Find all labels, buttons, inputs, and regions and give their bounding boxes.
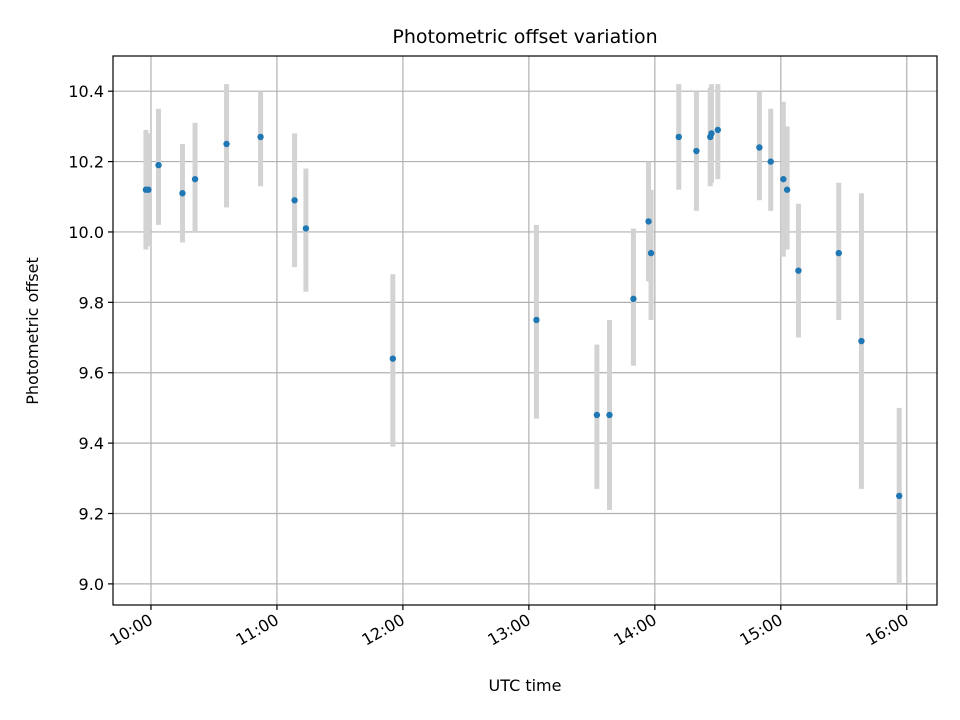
data-point <box>533 316 540 324</box>
data-point <box>647 249 655 257</box>
data-point <box>302 225 310 232</box>
y-tick-label: 9.4 <box>79 434 104 453</box>
data-point <box>223 140 230 148</box>
data-point <box>675 133 682 141</box>
data-point <box>606 411 613 419</box>
y-tick-label: 10.0 <box>68 223 104 242</box>
x-axis-label: UTC time <box>489 676 562 695</box>
y-tick-label: 10.2 <box>68 153 104 172</box>
data-point <box>155 161 162 169</box>
data-point <box>257 133 264 141</box>
data-point <box>714 126 722 134</box>
data-point <box>708 130 715 137</box>
data-point <box>179 190 186 197</box>
data-point <box>835 249 842 257</box>
y-tick-label: 9.0 <box>79 575 104 594</box>
data-point <box>780 175 787 183</box>
data-point <box>795 267 802 274</box>
data-point <box>783 186 791 193</box>
data-point <box>896 492 903 500</box>
data-point <box>389 355 397 362</box>
data-point <box>291 197 298 204</box>
data-point <box>645 218 652 225</box>
data-point <box>858 337 865 345</box>
data-point <box>145 186 152 193</box>
y-tick-label: 10.4 <box>68 82 104 101</box>
data-point <box>191 175 199 183</box>
y-tick-label: 9.6 <box>79 364 104 383</box>
data-markers <box>142 126 903 500</box>
y-tick-label: 9.8 <box>79 293 104 312</box>
data-point <box>630 295 637 303</box>
chart-title: Photometric offset variation <box>392 26 657 48</box>
data-point <box>593 411 601 419</box>
y-axis-ticks: 9.0 9.2 9.4 9.6 9.8 10.0 10.2 10.4 <box>68 82 113 594</box>
y-tick-label: 9.2 <box>79 505 104 524</box>
data-point <box>693 147 700 155</box>
plot-frame <box>112 55 938 606</box>
grid <box>113 56 937 605</box>
y-axis-label: Photometric offset <box>23 257 42 405</box>
data-point <box>756 144 763 151</box>
data-point <box>767 158 774 165</box>
